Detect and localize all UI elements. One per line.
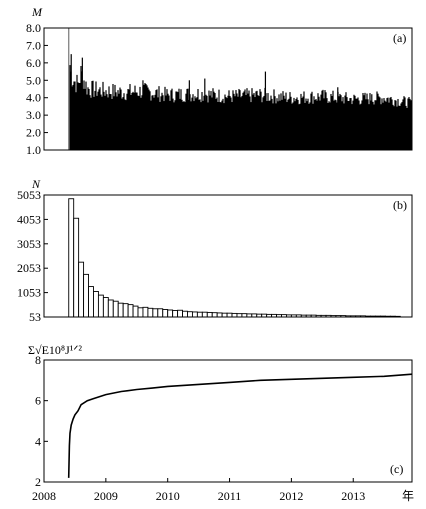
panel-c-ytick-label: 8 — [35, 353, 41, 367]
count-bar — [147, 307, 154, 318]
panel-b-ytick-label: 4053 — [17, 212, 41, 226]
x-tick-label: 2010 — [156, 489, 180, 503]
count-bar — [68, 198, 75, 318]
x-tick-label: 2008 — [32, 489, 56, 503]
count-bar — [107, 299, 114, 318]
panel-a-ytick-label: 3.0 — [26, 108, 41, 122]
count-bar — [187, 311, 193, 318]
count-bar — [201, 311, 208, 318]
x-unit-label: 年 — [402, 489, 414, 503]
panel-a: M 8.0 7.0 6.0 5.0 4.0 3.0 2.0 1.0 (a) — [26, 5, 413, 157]
panel-c-xticks: 2008 2009 2010 2011 2012 2013 — [32, 478, 365, 503]
count-bar — [122, 303, 129, 318]
count-bar — [226, 312, 233, 318]
panel-c: Σ√E10⁸J¹ᐟ² 8 6 4 2 2008 2009 2010 2011 2012 2013… — [28, 343, 414, 503]
panel-a-ytick-label: 6.0 — [26, 56, 41, 70]
count-bar — [88, 286, 94, 318]
panel-c-tag: (c) — [390, 462, 403, 476]
panel-b-tag: (b) — [393, 198, 407, 212]
x-tick-label: 2011 — [218, 489, 242, 503]
panel-b-ytick-label: 1053 — [17, 286, 41, 300]
count-bar — [112, 300, 119, 318]
count-bar — [78, 261, 85, 318]
panel-b-ytick-label: 5053 — [17, 188, 41, 202]
panel-c-ytick-label: 6 — [35, 394, 41, 408]
count-bar — [102, 297, 109, 318]
panel-a-tag: (a) — [393, 31, 406, 45]
panel-b-ytick-label: 3053 — [17, 237, 41, 251]
panel-c-ylabel: Σ√E10⁸J¹ᐟ² — [28, 343, 82, 357]
count-bar — [221, 312, 228, 318]
panel-c-ytick-label: 2 — [35, 475, 41, 489]
count-bar — [132, 305, 139, 318]
panel-a-ytick-label: 4.0 — [26, 91, 41, 105]
count-bar — [162, 309, 169, 318]
panel-b-ylabel: N — [31, 177, 41, 191]
panel-c-ytick-label: 4 — [35, 434, 41, 448]
panel-a-yticks: 8.0 7.0 6.0 5.0 4.0 3.0 2.0 1.0 — [26, 21, 48, 157]
panel-b-ytick-label: 2053 — [17, 261, 41, 275]
panel-a-ytick-label: 2.0 — [26, 126, 41, 140]
count-bar — [142, 306, 149, 318]
count-bar — [231, 312, 238, 318]
panel-b-bars — [68, 198, 401, 318]
count-bar — [117, 302, 124, 318]
count-bar — [216, 312, 223, 318]
count-bar — [73, 217, 80, 318]
panel-a-ytick-label: 1.0 — [26, 143, 41, 157]
panel-b-frame — [43, 194, 413, 318]
count-bar — [137, 307, 144, 318]
panel-a-frame — [43, 27, 413, 151]
panel-b-yticks: 5053 4053 3053 2053 1053 53 — [17, 188, 48, 324]
count-bar — [182, 310, 188, 318]
count-bar — [236, 313, 243, 318]
count-bar — [206, 311, 213, 318]
x-tick-label: 2009 — [94, 489, 118, 503]
x-tick-label: 2013 — [341, 489, 365, 503]
count-bar — [167, 309, 174, 318]
count-bar — [93, 291, 99, 318]
cumulative-energy-line — [67, 373, 413, 478]
panel-a-ytick-label: 7.0 — [26, 38, 41, 52]
count-bar — [241, 313, 248, 318]
count-bar — [157, 308, 164, 318]
panel-a-ytick-label: 8.0 — [26, 21, 41, 35]
count-bar — [196, 311, 203, 318]
panel-c-yticks: 8 6 4 2 — [35, 353, 48, 489]
count-bar — [97, 294, 104, 318]
panel-a-ylabel: M — [31, 5, 43, 19]
panel-b-ytick-label: 53 — [29, 310, 41, 324]
count-bar — [211, 312, 218, 318]
panel-b: N 5053 4053 3053 2053 1053 53 (b) — [17, 177, 413, 324]
count-bar — [152, 308, 159, 318]
panel-a-bars — [68, 28, 412, 150]
x-tick-label: 2012 — [279, 489, 303, 503]
count-bar — [127, 304, 134, 318]
count-bar — [172, 310, 179, 318]
panel-c-frame — [43, 359, 413, 483]
panel-a-ytick-label: 5.0 — [26, 73, 41, 87]
count-bar — [191, 311, 198, 318]
count-bar — [83, 273, 89, 318]
count-bar — [177, 309, 183, 318]
